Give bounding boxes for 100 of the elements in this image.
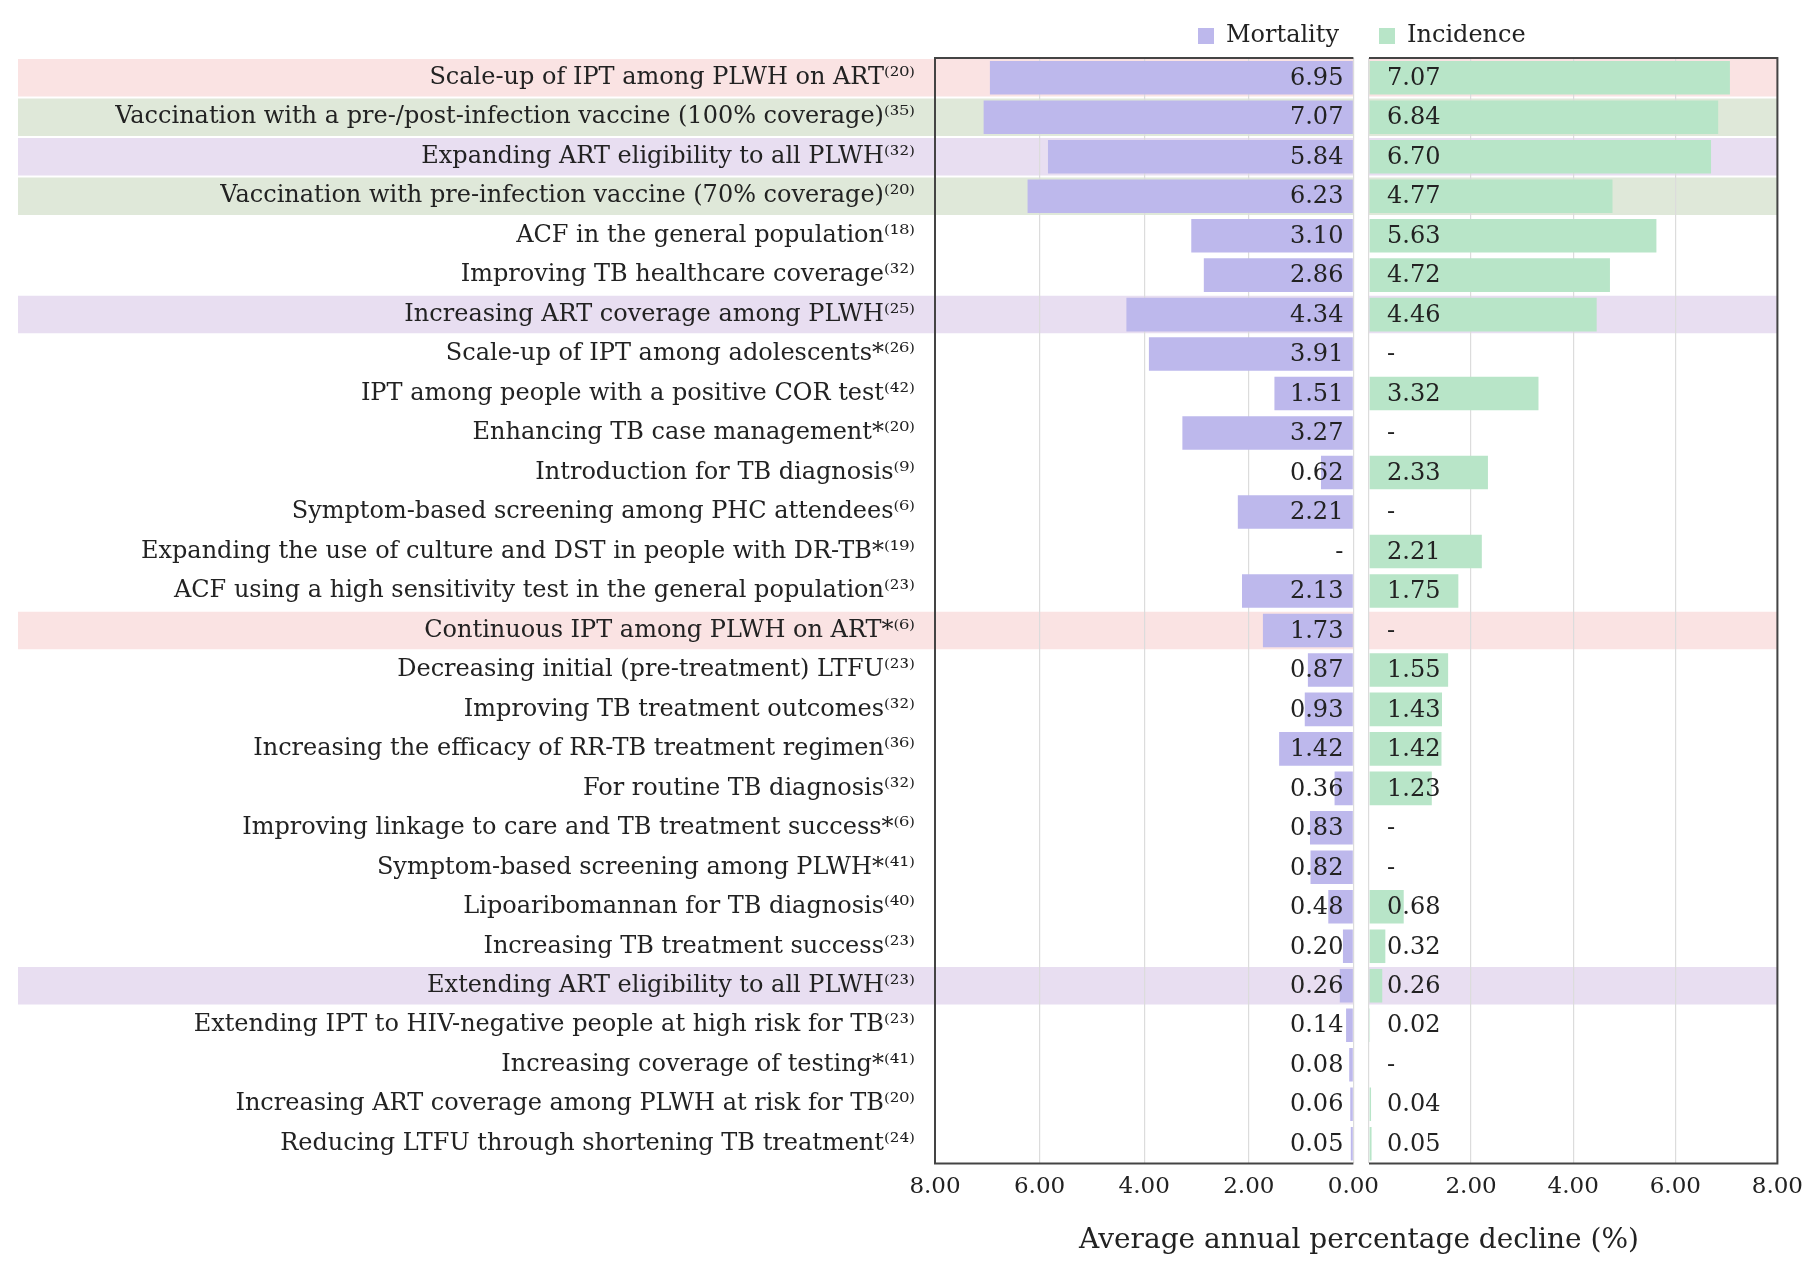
bar xyxy=(1148,337,1353,371)
y-tick-label: Reducing LTFU through shortening TB treatment⁽²⁴⁾ xyxy=(280,1127,915,1156)
data-label: 0.20 xyxy=(1289,931,1344,960)
data-label: 1.43 xyxy=(1387,694,1441,723)
y-tick-label: Symptom-based screening among PLWH*⁽⁴¹⁾ xyxy=(376,851,915,880)
y-tick-label: Vaccination with a pre-/post-infection vaccine (100% coverage)⁽³⁵⁾ xyxy=(114,101,915,130)
y-tick-label: ACF in the general population⁽¹⁸⁾ xyxy=(515,219,915,248)
bar xyxy=(1182,416,1353,450)
data-label: 2.13 xyxy=(1289,576,1344,605)
data-label: 0.83 xyxy=(1289,813,1344,842)
data-label: 0.87 xyxy=(1289,655,1344,684)
bar xyxy=(1027,179,1353,213)
bar xyxy=(1126,297,1353,332)
y-tick-label: Expanding ART eligibility to all PLWH⁽³²⁾ xyxy=(421,140,915,169)
text: - xyxy=(1387,418,1396,447)
y-tick-label: Scale-up of IPT among PLWH on ART⁽²⁰⁾ xyxy=(429,61,915,90)
data-label: 5.84 xyxy=(1289,141,1344,170)
y-tick-label: Increasing the efficacy of RR-TB treatment regimen⁽³⁶⁾ xyxy=(253,733,915,762)
data-label: 2.21 xyxy=(1387,536,1441,565)
data-label: 7.07 xyxy=(1387,62,1441,91)
y-tick-label: Increasing coverage of testing*⁽⁴¹⁾ xyxy=(501,1048,915,1077)
y-tick-label: Extending ART eligibility to all PLWH⁽²³⁾ xyxy=(427,969,915,998)
x-tick-label: 4.00 xyxy=(1118,1172,1170,1199)
x-tick-label: 6.00 xyxy=(1649,1172,1701,1199)
data-label: 5.63 xyxy=(1387,220,1441,249)
y-tick-label: ACF using a high sensitivity test in the general population⁽²³⁾ xyxy=(172,575,915,604)
text: - xyxy=(1387,852,1396,881)
y-tick-label: Improving TB healthcare coverage⁽³²⁾ xyxy=(460,259,915,288)
data-label: 3.27 xyxy=(1289,418,1344,447)
data-label: 6.95 xyxy=(1289,62,1344,91)
data-label: 1.73 xyxy=(1289,615,1344,644)
bar xyxy=(1369,968,1383,1003)
x-tick-label: 2.00 xyxy=(1223,1172,1275,1199)
y-tick-label: Scale-up of IPT among adolescents*⁽²⁶⁾ xyxy=(445,338,915,367)
data-label: 4.77 xyxy=(1387,181,1441,210)
y-tick-label: IPT among people with a positive COR test⁽⁴²⁾ xyxy=(360,377,915,406)
y-tick-label: Improving linkage to care and TB treatment success*⁽⁶⁾ xyxy=(242,812,915,841)
bar xyxy=(1242,574,1353,608)
y-tick-label: Introduction for TB diagnosis⁽⁹⁾ xyxy=(535,456,915,485)
bar xyxy=(1369,218,1657,253)
data-label: 0.14 xyxy=(1289,1010,1344,1039)
data-label: 1.55 xyxy=(1387,655,1441,684)
data-label: 0.62 xyxy=(1289,457,1344,486)
data-label: 0.93 xyxy=(1289,694,1344,723)
legend-label: Incidence xyxy=(1407,20,1526,49)
data-label: 0.48 xyxy=(1289,892,1344,921)
data-label: 6.70 xyxy=(1387,141,1441,170)
data-label: 0.26 xyxy=(1387,970,1441,999)
data-label: 6.23 xyxy=(1289,181,1344,210)
bar xyxy=(1369,376,1539,411)
bar xyxy=(1369,574,1459,608)
x-tick-label: 2.00 xyxy=(1445,1172,1497,1199)
data-label: 1.75 xyxy=(1387,576,1441,605)
data-label: 0.05 xyxy=(1289,1128,1344,1157)
bar xyxy=(1047,139,1353,174)
x-tick-label: 8.00 xyxy=(909,1172,961,1199)
y-tick-label: Improving TB treatment outcomes⁽³²⁾ xyxy=(463,693,915,722)
data-label: 7.07 xyxy=(1289,102,1344,131)
text: - xyxy=(1335,536,1344,565)
data-label: 1.42 xyxy=(1289,734,1344,763)
text: - xyxy=(1387,497,1396,526)
bar xyxy=(1349,1047,1353,1082)
data-label: 4.34 xyxy=(1289,299,1344,328)
data-label: 0.06 xyxy=(1289,1089,1344,1118)
x-tick-label: 4.00 xyxy=(1547,1172,1599,1199)
y-tick-label: Continuous IPT among PLWH on ART*⁽⁶⁾ xyxy=(424,614,915,643)
data-label: 0.82 xyxy=(1289,852,1344,881)
text: - xyxy=(1387,339,1396,368)
y-tick-label: Extending IPT to HIV-negative people at high risk for TB⁽²³⁾ xyxy=(193,1009,915,1038)
bar xyxy=(1346,1008,1353,1042)
data-label: 0.04 xyxy=(1387,1089,1441,1118)
data-label: 0.32 xyxy=(1387,931,1441,960)
y-tick-label: For routine TB diagnosis⁽³²⁾ xyxy=(582,772,915,801)
data-label: 1.23 xyxy=(1387,773,1441,802)
data-label: 2.21 xyxy=(1289,497,1344,526)
bar xyxy=(1203,258,1353,292)
y-tick-label: Increasing TB treatment success⁽²³⁾ xyxy=(483,930,915,959)
y-tick-label: Increasing ART coverage among PLWH⁽²⁵⁾ xyxy=(404,298,915,327)
bar xyxy=(983,100,1353,134)
bar xyxy=(989,60,1353,95)
data-label: 0.36 xyxy=(1289,773,1344,802)
data-label: 4.46 xyxy=(1387,299,1441,328)
x-tick-label: 8.00 xyxy=(1751,1172,1803,1199)
y-tick-label: Symptom-based screening among PHC attendees⁽⁶⁾ xyxy=(291,496,915,525)
data-label: 1.51 xyxy=(1289,378,1344,407)
text: - xyxy=(1387,813,1396,842)
bar xyxy=(1237,495,1353,529)
data-label: 2.86 xyxy=(1289,260,1344,289)
y-tick-label: Decreasing initial (pre-treatment) LTFU⁽²³⁾ xyxy=(397,654,915,683)
data-label: 0.02 xyxy=(1387,1010,1441,1039)
data-label: 0.05 xyxy=(1387,1128,1441,1157)
data-label: 0.26 xyxy=(1289,970,1344,999)
y-tick-label: Enhancing TB case management*⁽²⁰⁾ xyxy=(472,417,915,446)
y-tick-label: Lipoaribomannan for TB diagnosis⁽⁴⁰⁾ xyxy=(463,891,915,920)
legend-label: Mortality xyxy=(1226,20,1340,49)
y-tick-label: Vaccination with pre-infection vaccine (70% coverage)⁽²⁰⁾ xyxy=(219,180,915,209)
x-axis-title: Average annual percentage decline (%) xyxy=(1079,1222,1639,1255)
data-label: 2.33 xyxy=(1387,457,1441,486)
bar xyxy=(1350,1126,1353,1161)
y-tick-label: Increasing ART coverage among PLWH at risk for TB⁽²⁰⁾ xyxy=(235,1088,915,1117)
